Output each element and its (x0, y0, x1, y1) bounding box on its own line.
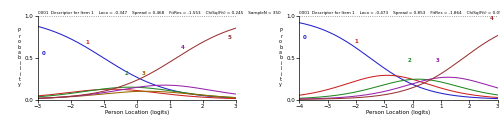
Text: 5: 5 (227, 35, 231, 40)
Text: 2: 2 (125, 71, 128, 76)
Text: 3: 3 (142, 71, 145, 76)
X-axis label: Person Location (logits): Person Location (logits) (366, 110, 430, 115)
Text: 1: 1 (354, 39, 358, 44)
Text: 0001  Descriptor for Item 1    Loco = -0.347    Spread = 0.468    FitRes = -1.55: 0001 Descriptor for Item 1 Loco = -0.347… (38, 11, 280, 15)
Text: 0: 0 (42, 51, 46, 56)
Text: 0001  Descriptor for Item 1    Loco = -0.473    Spread = 0.853    FitRes = -1.86: 0001 Descriptor for Item 1 Loco = -0.473… (299, 11, 500, 15)
Text: 4: 4 (490, 15, 494, 21)
Y-axis label: P
r
o
b
a
b
i
l
i
t
y: P r o b a b i l i t y (18, 28, 20, 87)
Text: 4: 4 (181, 45, 185, 50)
Text: 3: 3 (436, 58, 440, 63)
Text: 1: 1 (85, 40, 89, 45)
Text: 2: 2 (408, 58, 412, 63)
Text: 0: 0 (303, 35, 307, 40)
Y-axis label: P
r
o
b
a
b
i
l
i
t
y: P r o b a b i l i t y (279, 28, 282, 87)
X-axis label: Person Location (logits): Person Location (logits) (104, 110, 169, 115)
